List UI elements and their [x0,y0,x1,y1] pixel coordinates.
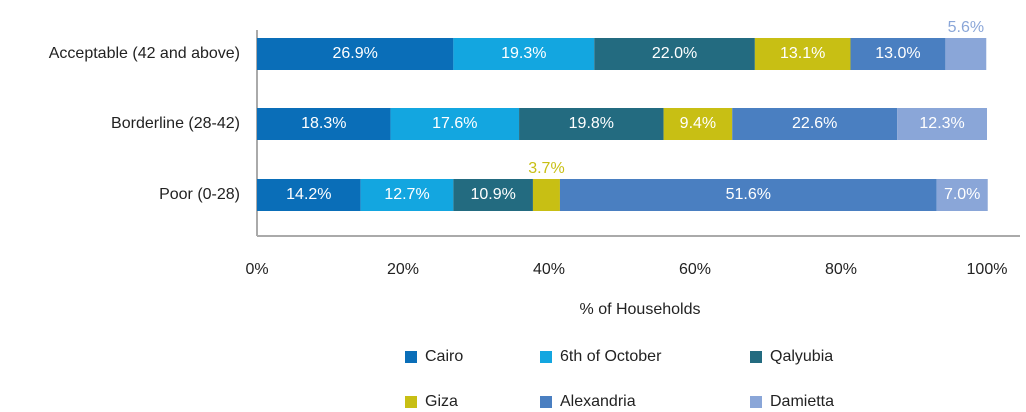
data-label: 22.6% [792,115,837,132]
bar-segment [257,38,454,70]
y-tick-label: Acceptable (42 and above) [49,45,240,62]
data-label: 26.9% [332,45,377,62]
legend-label: 6th of October [560,348,662,365]
legend-label: Damietta [770,393,834,410]
x-tick-label: 100% [967,261,1008,278]
bar-segment [732,108,898,140]
x-tick-label: 0% [245,261,268,278]
data-label: 22.0% [652,45,697,62]
data-label: 19.3% [501,45,546,62]
bar-segment [559,179,937,211]
legend-label: Alexandria [560,393,636,410]
legend-swatch [405,396,417,408]
bar-segment [754,38,851,70]
bar-segment [897,108,987,140]
legend-swatch [540,351,552,363]
data-label: 18.3% [301,115,346,132]
x-axis-title: % of Households [580,301,701,318]
data-label: 10.9% [470,186,515,203]
bar-segment [257,179,361,211]
data-label: 12.7% [384,186,429,203]
bar-segment [532,179,560,211]
bar-segment [519,108,664,140]
x-tick-label: 80% [825,261,857,278]
bar-segment [453,179,533,211]
data-label: 3.7% [528,160,564,177]
legend-swatch [540,396,552,408]
x-tick-label: 40% [533,261,565,278]
bar-segment [936,179,988,211]
legend-swatch [405,351,417,363]
data-label: 51.6% [726,186,771,203]
data-label: 14.2% [286,186,331,203]
data-label: 19.8% [569,115,614,132]
data-label: 17.6% [432,115,477,132]
y-tick-label: Poor (0-28) [159,186,240,203]
bar-segment [390,108,520,140]
legend-label: Giza [425,393,458,410]
bar-segment [360,179,454,211]
legend-swatch [750,396,762,408]
data-label: 5.6% [948,19,984,36]
bar-segment [663,108,733,140]
bar-segment [945,38,987,70]
y-tick-label: Borderline (28-42) [111,115,240,132]
bar-segment [850,38,946,70]
legend-label: Cairo [425,348,463,365]
bar-segment [594,38,755,70]
bar-segment [453,38,595,70]
data-label: 13.0% [875,45,920,62]
bar-segment [257,108,391,140]
data-label: 9.4% [680,115,716,132]
data-label: 13.1% [780,45,825,62]
x-tick-label: 20% [387,261,419,278]
legend-label: Qalyubia [770,348,833,365]
x-tick-label: 60% [679,261,711,278]
data-label: 12.3% [919,115,964,132]
legend-swatch [750,351,762,363]
data-label: 7.0% [944,186,980,203]
